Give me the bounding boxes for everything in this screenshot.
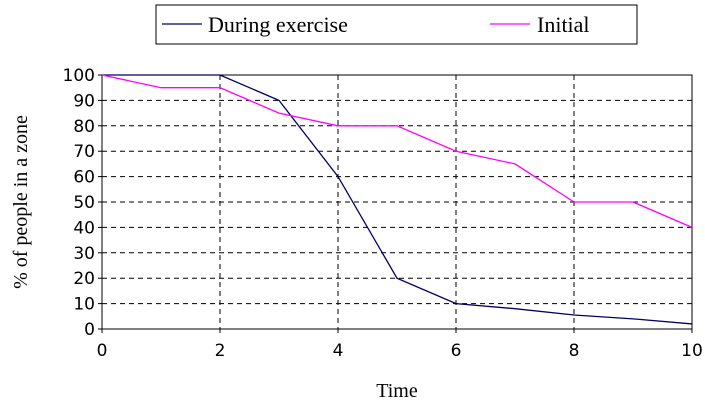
x-axis-title: Time (376, 380, 418, 402)
y-tick-label: 90 (73, 91, 95, 111)
y-tick-label: 70 (73, 142, 95, 162)
x-tick-label: 6 (451, 341, 462, 361)
y-tick-label: 10 (73, 295, 95, 315)
y-tick-label: 30 (73, 244, 95, 264)
y-tick-label: 20 (73, 269, 95, 289)
x-tick-label: 4 (333, 341, 344, 361)
x-tick-label: 0 (97, 341, 108, 361)
y-tick-label: 80 (73, 117, 95, 137)
y-tick-label: 0 (84, 320, 95, 340)
y-tick-label: 60 (73, 168, 95, 188)
x-tick-label: 8 (569, 341, 580, 361)
x-tick-labels: 0 2 4 6 8 10 (97, 329, 703, 361)
legend-box (155, 4, 638, 45)
legend-label-during-exercise: During exercise (208, 12, 348, 37)
legend-label-initial: Initial (537, 12, 590, 37)
y-tick-labels: 0 10 20 30 40 50 60 70 80 90 100 (63, 66, 102, 340)
x-tick-label: 2 (215, 341, 226, 361)
series-lines (101, 74, 693, 325)
series-line-during-exercise (102, 74, 693, 325)
series-line-initial (101, 74, 693, 228)
legend: During exercise Initial (155, 4, 638, 45)
y-tick-label: 40 (73, 218, 95, 238)
y-axis-title: % of people in a zone (10, 115, 32, 289)
y-tick-label: 50 (73, 193, 95, 213)
x-tick-label: 10 (681, 341, 703, 361)
y-tick-label: 100 (63, 66, 95, 86)
